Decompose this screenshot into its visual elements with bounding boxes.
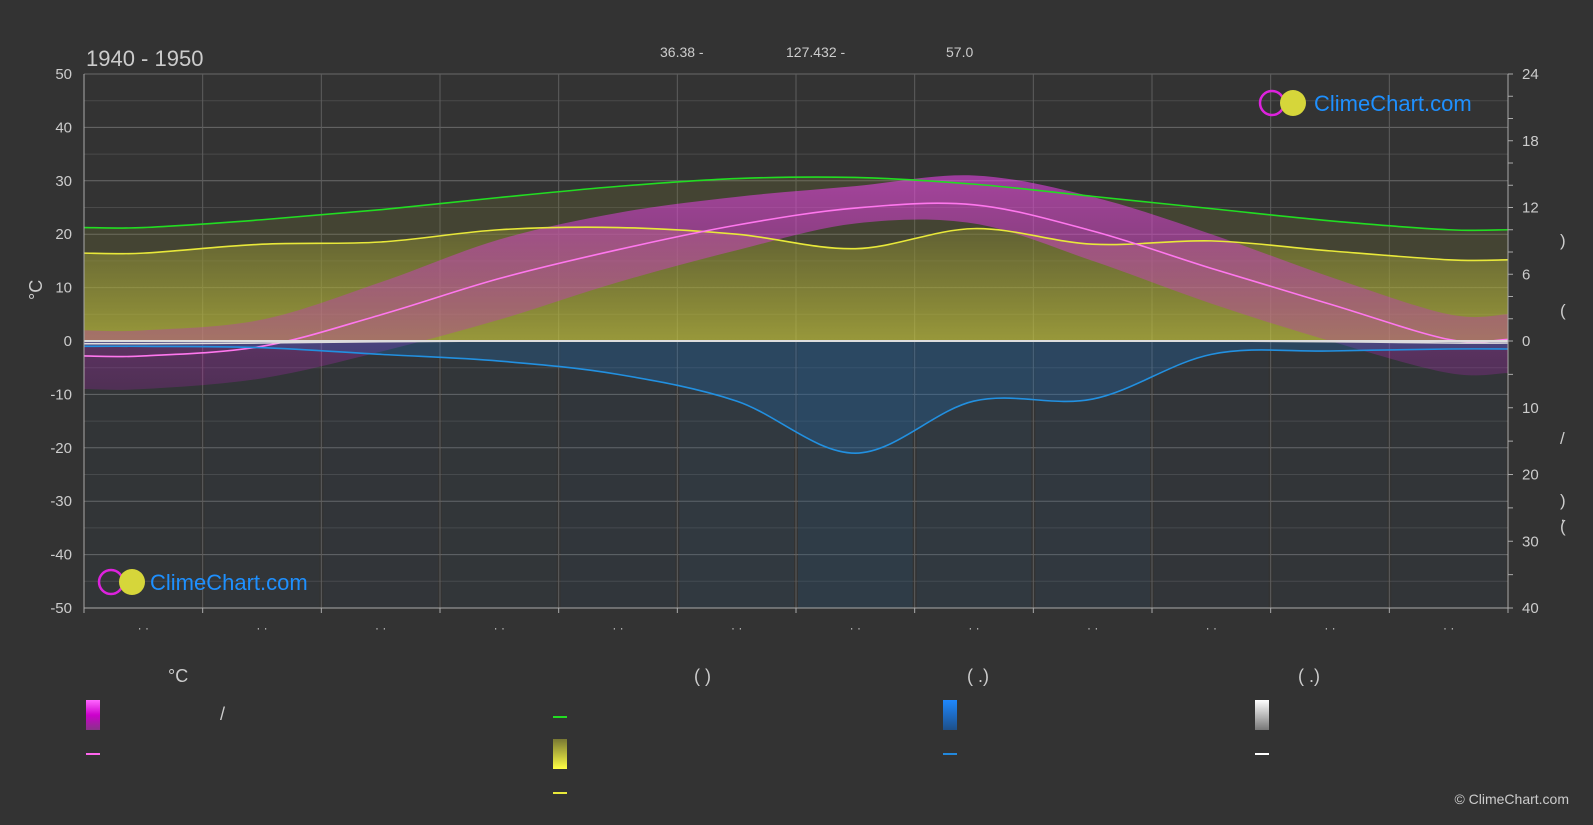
legend-col3-header: ( .): [967, 666, 989, 686]
right-top-tick-label: 18: [1522, 133, 1539, 150]
logo-text-bottom: ClimeChart.com: [150, 570, 308, 595]
precipitation-bar: [323, 341, 438, 608]
right-top-axis-glyph: ): [1560, 231, 1566, 250]
precipitation-bar: [679, 341, 794, 608]
daylight-line-swatch: [553, 716, 567, 718]
month-tick-label: · ·: [1324, 621, 1335, 635]
legend-col1-header: °C: [168, 666, 189, 686]
temperature-band: [84, 175, 1508, 390]
month-tick-label: · ·: [968, 621, 979, 635]
daylight-line: [83, 176, 1509, 232]
axes: 50 40 30 20 10 0 -10 -20 -30 -40 -50 24 18 12 6 0 10 20 30…: [50, 66, 1566, 635]
sunshine-line-swatch: [553, 792, 567, 794]
right-top-tick-label: 0: [1522, 333, 1530, 350]
snow-line-swatch: [1255, 753, 1269, 755]
left-tick-label: -40: [50, 547, 72, 564]
right-top-tick-label: 6: [1522, 266, 1530, 283]
precipitation-bar: [798, 341, 913, 608]
logo-bottom-left: ClimeChart.com: [97, 568, 308, 596]
month-tick-label: · ·: [1443, 621, 1454, 635]
precipitation-bar: [1272, 341, 1388, 608]
left-tick-label: 0: [64, 333, 72, 350]
sunshine-band-swatch: [553, 739, 567, 769]
left-tick-label: -50: [50, 600, 72, 617]
temperature-line: [83, 202, 1509, 358]
right-bottom-tick-label: 10: [1522, 400, 1539, 417]
left-tick-label: -10: [50, 386, 72, 403]
logo-sun-icon: [119, 569, 145, 595]
right-bottom-tick-label: 20: [1522, 467, 1539, 484]
legend-col1-item: /: [220, 704, 226, 724]
latitude-text: 36.38 -: [660, 44, 704, 60]
precipitation-line: [83, 345, 1509, 454]
data-bands: [84, 175, 1508, 608]
legend-col4-header: ( .): [1298, 666, 1320, 686]
left-tick-label: 20: [55, 226, 72, 243]
right-top-tick-label: 24: [1522, 66, 1539, 83]
precipitation-bar: [560, 341, 676, 608]
left-tick-label: 10: [55, 280, 72, 297]
legend-col2-header: ( ): [694, 666, 711, 686]
right-bottom-tick-label: 40: [1522, 600, 1539, 617]
precipitation-bar: [1391, 341, 1506, 608]
month-tick-label: · ·: [494, 621, 505, 635]
precipitation-area: [84, 341, 1508, 454]
logo-text-top: ClimeChart.com: [1314, 91, 1472, 116]
snow-band-swatch: [1255, 700, 1269, 730]
precipitation-line-swatch: [943, 753, 957, 755]
right-bottom-axis-glyph: /: [1560, 429, 1565, 448]
precipitation-bar: [442, 341, 557, 608]
left-tick-label: -30: [50, 493, 72, 510]
precipitation-bar: [86, 341, 201, 608]
right-top-tick-label: 12: [1522, 200, 1539, 217]
logo-sun-icon: [1280, 90, 1306, 116]
right-bottom-axis-glyph: ·: [1560, 510, 1566, 529]
precipitation-bar: [1154, 341, 1269, 608]
elevation-text: 57.0: [946, 44, 973, 60]
temperature-band-swatch: [86, 700, 100, 730]
month-tick-label: · ·: [1087, 621, 1098, 635]
sunshine-line: [83, 226, 1509, 262]
left-tick-label: 40: [55, 119, 72, 136]
month-tick-label: · ·: [612, 621, 623, 635]
period-title: 1940 - 1950: [86, 46, 203, 71]
month-tick-label: · ·: [138, 621, 149, 635]
longitude-text: 127.432 -: [786, 44, 845, 60]
left-tick-label: -20: [50, 440, 72, 457]
left-tick-label: 50: [55, 66, 72, 83]
month-tick-label: · ·: [850, 621, 861, 635]
month-tick-label: · ·: [731, 621, 742, 635]
right-bottom-axis-glyph: (: [1560, 517, 1566, 536]
precipitation-bar: [1035, 341, 1150, 608]
copyright: © ClimeChart.com: [1454, 791, 1569, 807]
right-top-axis-glyph: (: [1560, 301, 1566, 320]
precipitation-bar: [204, 341, 320, 608]
logo-top-right: ClimeChart.com: [1258, 89, 1472, 117]
left-tick-label: 30: [55, 173, 72, 190]
month-tick-label: · ·: [375, 621, 386, 635]
left-axis-label: °C: [26, 280, 46, 300]
precipitation-band-swatch: [943, 700, 957, 730]
temperature-line-swatch: [86, 753, 100, 755]
right-bottom-axis-glyph: ): [1560, 491, 1566, 510]
month-tick-label: · ·: [1206, 621, 1217, 635]
right-bottom-tick-label: 30: [1522, 533, 1539, 550]
precipitation-bar: [916, 341, 1032, 608]
month-tick-label: · ·: [256, 621, 267, 635]
